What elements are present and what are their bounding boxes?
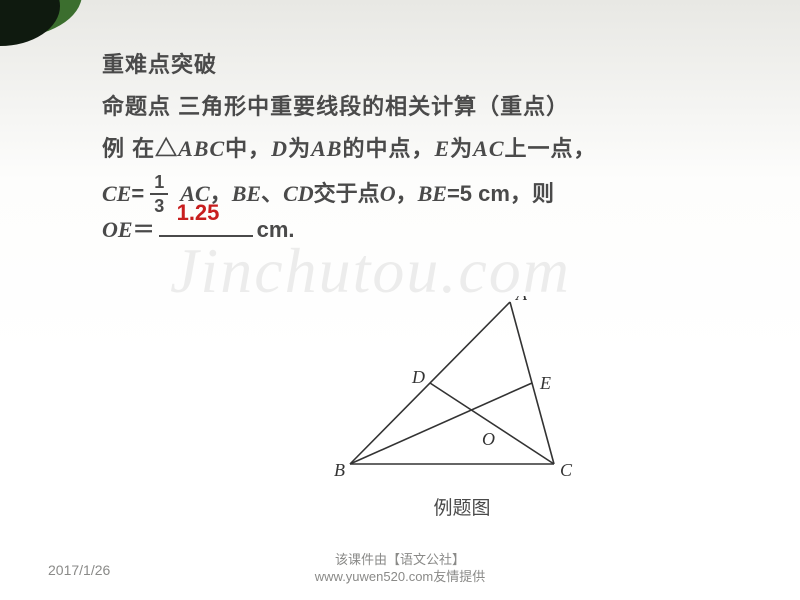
svg-text:D: D	[411, 367, 425, 387]
unit: cm.	[257, 209, 295, 251]
credit-line-2: www.yuwen520.com友情提供	[315, 568, 486, 586]
svg-text:O: O	[482, 429, 495, 449]
pt-o: O	[380, 173, 396, 215]
problem-line-3: OE＝ 1.25 cm.	[102, 209, 730, 251]
text: 上一点，	[505, 136, 597, 161]
svg-text:C: C	[560, 460, 573, 480]
slide: Jinchutou.com 重难点突破 命题点 三角形中重要线段的相关计算（重点…	[0, 0, 800, 600]
seg-ac: AC	[473, 136, 504, 161]
text: 中，	[225, 136, 271, 161]
text: =5 cm，则	[447, 173, 554, 215]
numerator: 1	[150, 173, 168, 193]
text: 交于点	[314, 173, 380, 215]
equals: ＝	[133, 209, 155, 251]
text: 为	[288, 136, 311, 161]
seg-ab: AB	[311, 136, 342, 161]
figure-caption: 例题图	[332, 493, 592, 520]
answer-value: 1.25	[177, 192, 220, 234]
seg-oe: OE	[102, 209, 133, 251]
example-figure: A B C D E O 例题图	[332, 296, 592, 520]
text: 为	[450, 136, 473, 161]
answer-blank: 1.25	[159, 213, 253, 237]
triangle-abc: ABC	[178, 136, 225, 161]
pt-e: E	[434, 136, 450, 161]
footer-date: 2017/1/26	[48, 562, 110, 578]
text: 的中点，	[342, 136, 434, 161]
svg-text:E: E	[539, 373, 551, 393]
heading-1: 重难点突破	[102, 44, 730, 86]
heading-2: 命题点 三角形中重要线段的相关计算（重点）	[102, 86, 730, 128]
seg-be: BE	[418, 173, 447, 215]
problem-line-1: 例 在△ABC中，D为AB的中点，E为AC上一点，	[102, 128, 730, 170]
text: 例 在△	[102, 136, 178, 161]
credit-line-1: 该课件由【语文公社】	[315, 551, 486, 569]
pt-d: D	[271, 136, 288, 161]
triangle-diagram: A B C D E O	[332, 296, 592, 486]
content-area: 重难点突破 命题点 三角形中重要线段的相关计算（重点） 例 在△ABC中，D为A…	[102, 44, 730, 251]
text: ，	[396, 173, 418, 215]
corner-decoration	[0, 0, 90, 56]
svg-text:A: A	[515, 296, 528, 304]
footer-credit: 该课件由【语文公社】 www.yuwen520.com友情提供	[315, 551, 486, 586]
svg-text:B: B	[334, 460, 345, 480]
